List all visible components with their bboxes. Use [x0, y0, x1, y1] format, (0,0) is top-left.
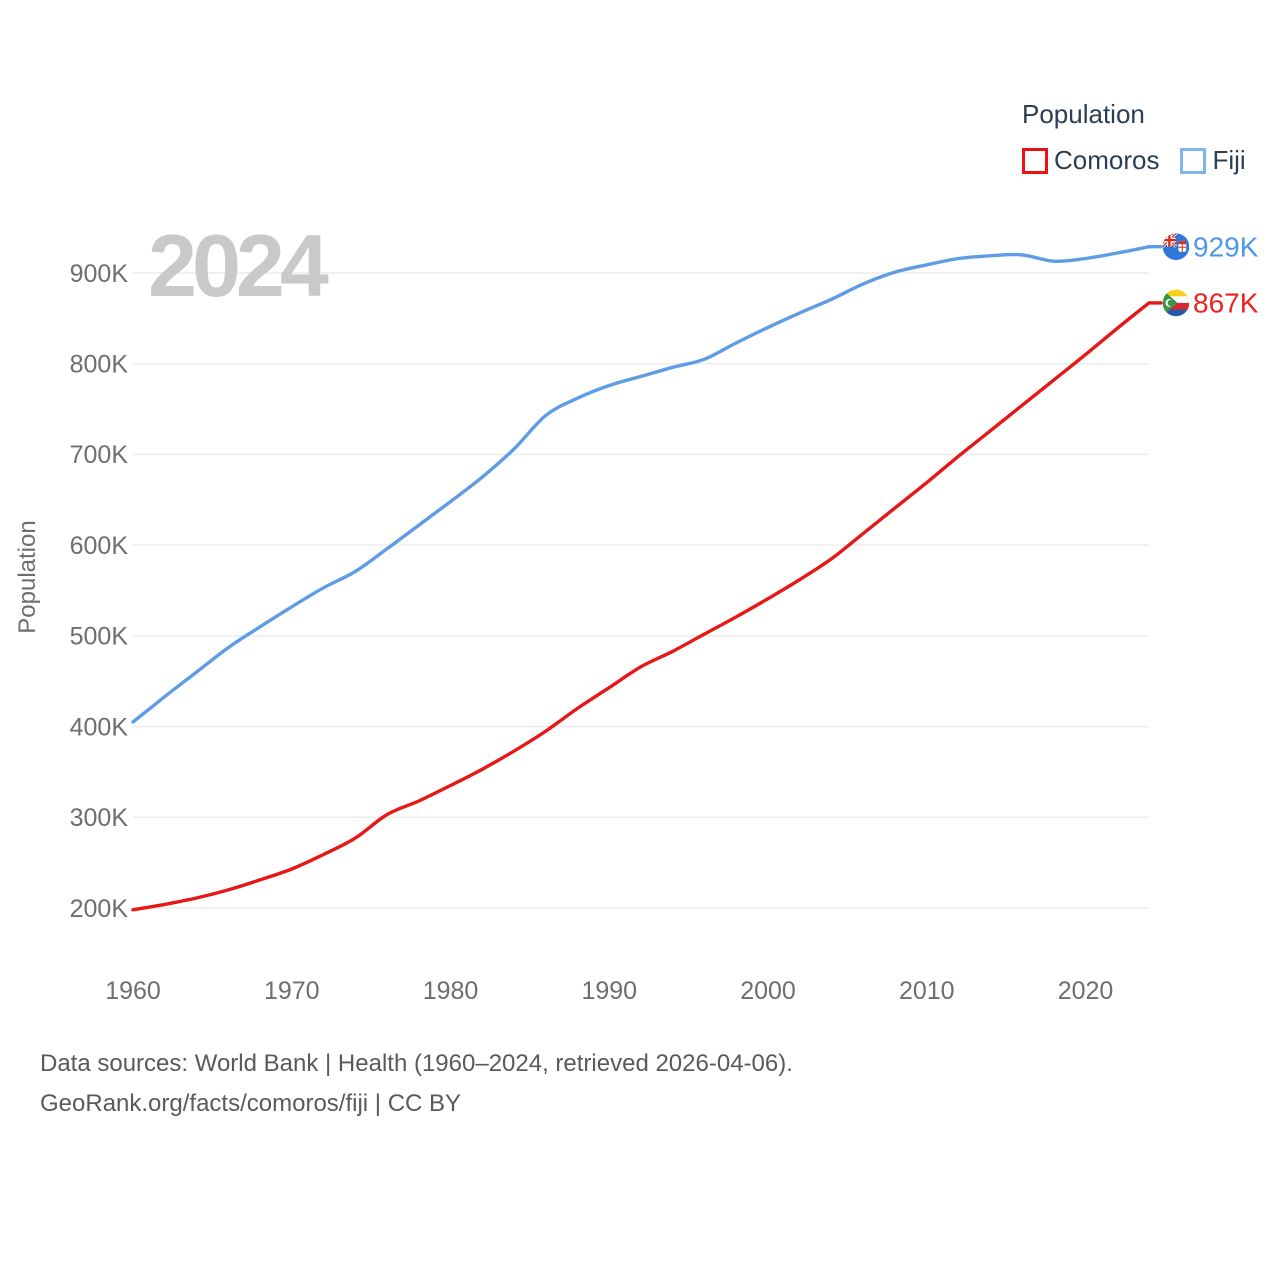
legend: Population Comoros Fiji [1022, 99, 1246, 176]
x-tick-label: 1980 [423, 977, 479, 1005]
y-tick-label: 700K [70, 441, 129, 469]
fiji-swatch-icon [1180, 147, 1207, 174]
comoros-end-value-label: 867K [1193, 288, 1259, 319]
footer: Data sources: World Bank | Health (1960–… [40, 1044, 793, 1124]
y-tick-label: 800K [70, 350, 129, 378]
x-tick-label: 2010 [899, 977, 955, 1005]
comoros-flag-icon [1162, 289, 1190, 317]
legend-item-fiji[interactable]: Fiji [1180, 145, 1246, 176]
legend-item-label: Comoros [1054, 145, 1160, 175]
x-tick-label: 2000 [740, 977, 796, 1005]
footer-attribution-line: GeoRank.org/facts/comoros/fiji | CC BY [40, 1090, 462, 1117]
y-axis-title: Population [14, 520, 41, 634]
legend-title: Population [1022, 99, 1145, 129]
x-tick-label: 2020 [1058, 977, 1114, 1005]
x-tick-label: 1960 [105, 977, 161, 1005]
comoros-swatch-icon [1022, 147, 1048, 174]
y-tick-label: 600K [70, 532, 129, 560]
y-tick-label: 400K [70, 713, 129, 741]
legend-item-comoros[interactable]: Comoros [1022, 145, 1159, 176]
y-tick-label: 500K [70, 623, 129, 651]
fiji-flag-icon [1162, 233, 1190, 260]
comoros-line [131, 301, 1163, 912]
y-tick-label: 200K [70, 895, 129, 923]
year-watermark: 2024 [148, 216, 329, 315]
legend-item-label: Fiji [1212, 145, 1246, 175]
footer-sources-line: Data sources: World Bank | Health (1960–… [40, 1050, 793, 1077]
fiji-end-value-label: 929K [1193, 231, 1259, 262]
y-tick-label: 300K [70, 804, 129, 832]
fiji-line [131, 245, 1163, 724]
x-tick-label: 1970 [264, 977, 320, 1005]
legend-items: Comoros Fiji [1022, 145, 1246, 176]
x-tick-label: 1990 [581, 977, 637, 1005]
y-tick-label: 900K [70, 260, 129, 288]
